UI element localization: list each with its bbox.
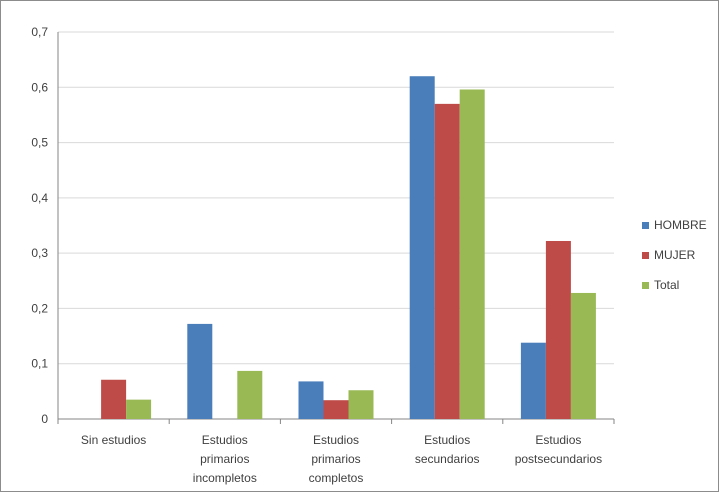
legend-label: MUJER: [654, 248, 696, 262]
bar-total-3: [459, 89, 485, 420]
bar-mujer-2: [323, 400, 349, 419]
x-tick-label: Sin estudios: [81, 433, 146, 447]
x-tick-label: Estudios: [424, 433, 470, 447]
x-tick-label: primarios: [200, 452, 249, 466]
bar-total-0: [126, 399, 152, 419]
y-tick-label: 0,5: [31, 136, 48, 150]
x-tick-label: secundarios: [415, 452, 480, 466]
legend-label: HOMBRE: [654, 218, 707, 232]
y-tick-label: 0,2: [31, 301, 48, 315]
legend-swatch-total: [642, 282, 649, 289]
y-tick-label: 0: [41, 412, 48, 426]
legend-swatch-mujer: [642, 252, 649, 259]
x-tick-label: Estudios: [313, 433, 359, 447]
y-tick-label: 0,3: [31, 246, 48, 260]
x-tick-label: Estudios: [202, 433, 248, 447]
bar-mujer-0: [101, 379, 127, 419]
bar-total-2: [348, 390, 374, 419]
x-tick-label: postsecundarios: [515, 452, 602, 466]
x-tick-label: primarios: [311, 452, 360, 466]
bar-mujer-4: [545, 240, 571, 419]
legend-label: Total: [654, 278, 679, 292]
bar-mujer-3: [434, 103, 460, 419]
y-tick-label: 0,4: [31, 191, 48, 205]
bar-total-4: [570, 292, 596, 419]
bar-hombre-3: [409, 76, 435, 419]
bar-hombre-4: [520, 342, 546, 419]
y-tick-label: 0,1: [31, 357, 48, 371]
bar-total-1: [237, 370, 263, 419]
y-tick-label: 0,6: [31, 80, 48, 94]
y-tick-label: 0,7: [31, 25, 48, 39]
bar-hombre-1: [187, 323, 213, 419]
bar-hombre-2: [298, 381, 324, 419]
x-tick-label: incompletos: [193, 471, 257, 485]
legend-swatch-hombre: [642, 222, 649, 229]
x-tick-label: completos: [309, 471, 364, 485]
x-tick-label: Estudios: [535, 433, 581, 447]
